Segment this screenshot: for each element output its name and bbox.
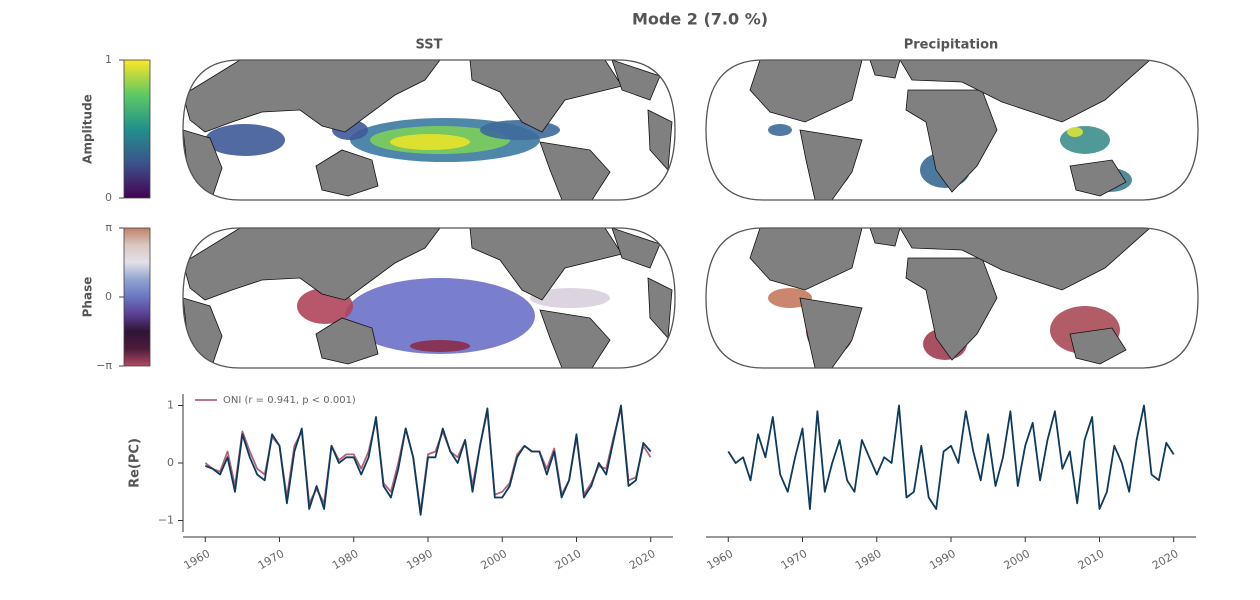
land <box>315 317 379 365</box>
land <box>799 297 863 368</box>
land <box>539 309 611 368</box>
x-tick-label: 1970 <box>256 547 287 572</box>
colorbar <box>123 59 151 199</box>
map-frame <box>182 227 676 369</box>
land <box>611 60 661 101</box>
x-tick-label: 2000 <box>478 547 509 572</box>
figure-title: Mode 2 (7.0 %) <box>632 10 768 29</box>
land <box>899 228 1152 291</box>
legend-label: ONI (r = 0.941, p < 0.001) <box>223 395 356 406</box>
map-content <box>183 228 675 368</box>
map-content <box>706 228 1198 368</box>
field-patch <box>345 278 535 354</box>
land <box>183 228 441 301</box>
colorbar-label: Phase <box>81 277 95 318</box>
map-frame <box>705 59 1199 201</box>
colorbar-tick-label: 0 <box>105 290 112 303</box>
x-tick-label: 2020 <box>1150 547 1181 572</box>
land <box>905 89 998 193</box>
x-tick-label: 1970 <box>779 547 810 572</box>
land <box>1069 327 1127 365</box>
maps <box>182 59 1199 369</box>
x-tick-label: 2010 <box>1076 547 1107 572</box>
x-tick-label: 1990 <box>404 547 435 572</box>
y-tick-label: −1 <box>158 514 174 527</box>
y-tick-label: 1 <box>167 399 174 412</box>
y-tick-label: 0 <box>167 456 174 469</box>
field-patch <box>530 288 610 308</box>
field-patch <box>768 124 792 136</box>
colorbar <box>123 227 151 367</box>
land <box>611 228 661 269</box>
y-axis-label: Re(PC) <box>128 438 143 488</box>
colorbar-tick-label: 1 <box>105 53 112 66</box>
land <box>1069 159 1127 197</box>
series-line <box>727 404 1175 510</box>
field-patch <box>390 134 470 150</box>
x-tick-label: 2020 <box>627 547 658 572</box>
x-tick-label: 2010 <box>553 547 584 572</box>
map <box>705 227 1199 369</box>
map <box>705 59 1199 201</box>
map-frame <box>705 227 1199 369</box>
colorbar-tick-label: 0 <box>105 191 112 204</box>
column-title: Precipitation <box>904 38 999 53</box>
column-title: SST <box>415 38 442 53</box>
colorbar-tick-label: −π <box>96 359 112 372</box>
map <box>182 59 676 201</box>
colorbar-label: Amplitude <box>81 94 95 164</box>
land <box>469 228 623 301</box>
map-content <box>706 60 1198 200</box>
x-tick-label: 1980 <box>330 547 361 572</box>
land <box>183 60 441 133</box>
series-line <box>204 404 652 516</box>
field-patch <box>205 124 285 156</box>
land <box>799 129 863 200</box>
x-tick-label: 1960 <box>182 547 213 572</box>
land <box>539 141 611 200</box>
land <box>899 60 1152 123</box>
colorbar-tick-label: π <box>105 221 112 234</box>
land <box>869 228 901 247</box>
land <box>869 60 901 79</box>
x-tick-label: 2000 <box>1001 547 1032 572</box>
land <box>749 60 863 123</box>
field-patch <box>410 340 470 352</box>
map-frame <box>182 59 676 201</box>
map <box>182 227 676 369</box>
land <box>315 149 379 197</box>
x-tick-label: 1980 <box>853 547 884 572</box>
x-tick-label: 1960 <box>705 547 736 572</box>
land <box>469 60 623 133</box>
x-tick-label: 1990 <box>927 547 958 572</box>
land <box>749 228 863 291</box>
field-patch <box>1060 126 1110 154</box>
land <box>905 257 998 361</box>
map-content <box>183 60 675 200</box>
field-patch <box>1067 127 1083 137</box>
